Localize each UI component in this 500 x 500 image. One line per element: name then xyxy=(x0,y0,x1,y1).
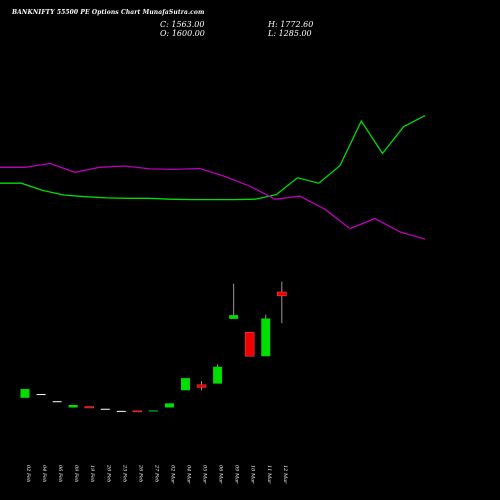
candle-body xyxy=(68,404,78,408)
high-stat: H: 1772.60 xyxy=(268,20,313,29)
candle xyxy=(52,401,62,403)
x-tick-label: 06 Mar xyxy=(218,465,224,484)
candle-body xyxy=(36,394,46,396)
indicator-lines xyxy=(0,115,426,240)
candle-body xyxy=(229,315,239,319)
candle xyxy=(132,410,143,413)
x-axis-labels: 02 Feb 04 Feb 06 Feb 09 Feb 19 Feb 20 Feb 23 F… xyxy=(25,464,288,484)
x-tick-label: 06 Feb xyxy=(57,465,63,482)
candle-body xyxy=(52,401,62,403)
candle-body xyxy=(132,410,143,413)
candles xyxy=(20,281,287,413)
x-tick-label: 04 Feb xyxy=(41,465,47,482)
chart-title: BANKNIFTY 55500 PE Options Chart MunafaS… xyxy=(12,9,205,16)
candle xyxy=(36,394,46,396)
high-label: H: xyxy=(268,20,278,29)
close-label: C: xyxy=(160,20,169,29)
candle xyxy=(84,406,94,409)
x-tick-label: 04 Mar xyxy=(186,465,192,484)
candle xyxy=(244,332,255,357)
candle xyxy=(68,404,78,408)
x-tick-label: 19 Feb xyxy=(89,465,95,482)
x-tick-label: 02 Mar xyxy=(169,465,175,484)
candle xyxy=(213,364,223,384)
candle-body xyxy=(196,384,207,388)
x-tick-label: 09 Feb xyxy=(73,465,79,482)
candle-body xyxy=(116,410,126,412)
magenta-indicator-line xyxy=(0,162,426,240)
low-label: L: xyxy=(268,29,277,38)
candle xyxy=(164,403,174,408)
candle-body xyxy=(276,291,287,297)
open-stat: O: 1600.00 xyxy=(160,29,205,38)
candle xyxy=(229,283,239,319)
x-tick-label: 12 Mar xyxy=(282,465,288,484)
x-tick-label: 10 Mar xyxy=(250,465,256,484)
close-stat: C: 1563.00 xyxy=(160,20,204,29)
candle-body xyxy=(164,403,174,408)
open-value: 1600.00 xyxy=(171,29,205,38)
x-tick-label: 27 Feb xyxy=(153,464,159,482)
x-tick-label: 02 Feb xyxy=(25,465,31,482)
candle xyxy=(100,408,110,410)
candle-body xyxy=(181,378,190,391)
candle xyxy=(148,410,158,412)
candle-body xyxy=(100,408,110,410)
x-tick-label: 09 Mar xyxy=(234,465,240,484)
x-tick-label: 26 Feb xyxy=(137,464,143,482)
candle-body xyxy=(20,389,30,398)
candle xyxy=(20,389,30,398)
close-value: 1563.00 xyxy=(171,20,205,29)
open-label: O: xyxy=(160,29,170,38)
green-indicator-line xyxy=(0,115,426,201)
x-tick-label: 11 Mar xyxy=(266,465,272,484)
candle xyxy=(116,410,126,412)
candle xyxy=(196,381,207,391)
candle-body xyxy=(213,366,223,384)
x-tick-label: 23 Feb xyxy=(121,464,127,482)
candle xyxy=(181,378,190,391)
candle xyxy=(276,281,287,324)
candle-body xyxy=(244,332,255,357)
candle-body xyxy=(261,318,271,357)
high-value: 1772.60 xyxy=(280,20,314,29)
candle-body xyxy=(148,410,158,412)
candle-body xyxy=(84,406,94,409)
candle xyxy=(261,314,271,357)
x-tick-label: 05 Mar xyxy=(202,465,208,484)
low-value: 1285.00 xyxy=(278,29,312,38)
low-stat: L: 1285.00 xyxy=(268,29,312,38)
x-tick-label: 20 Feb xyxy=(105,464,111,482)
